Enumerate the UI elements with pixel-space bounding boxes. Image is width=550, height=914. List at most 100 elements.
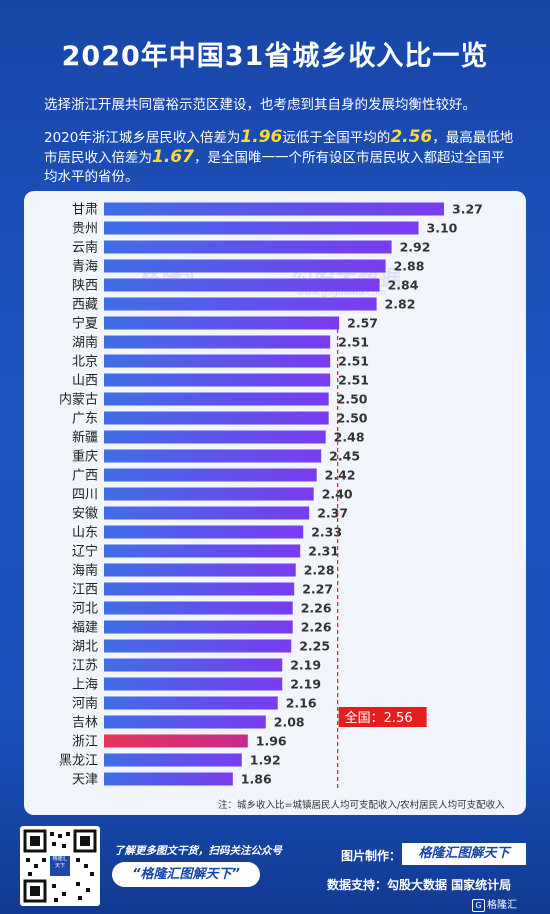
value-label: 1.96 xyxy=(256,734,287,749)
bar xyxy=(104,297,377,311)
category-label: 河南 xyxy=(72,696,98,712)
qr-pattern-icon xyxy=(23,829,97,903)
value-label: 2.84 xyxy=(388,278,419,293)
category-label: 江西 xyxy=(72,583,98,598)
category-label: 重庆 xyxy=(72,449,98,465)
zhejiang-ratio-highlight: 1.96 xyxy=(240,127,283,147)
category-label: 天津 xyxy=(72,773,98,788)
value-label: 1.86 xyxy=(241,772,272,787)
intro-text-d: ，是全国唯一一个所有设区市居民收入都超过全国平均水平的省份。 xyxy=(44,150,505,185)
maker-badge: 格隆汇图解天下 xyxy=(402,843,526,865)
category-label: 广东 xyxy=(72,412,98,427)
value-label: 3.27 xyxy=(452,202,483,217)
value-label: 2.27 xyxy=(302,582,333,597)
bar xyxy=(104,544,301,558)
value-label: 2.82 xyxy=(385,297,416,312)
chart-footnote: 注：城乡收入比=城镇居民人均可支配收入/农村居民人均可支配收入 xyxy=(218,800,505,811)
follow-text: 了解更多图文干货，扫码关注公众号 xyxy=(114,845,282,857)
category-label: 湖南 xyxy=(72,335,98,351)
bar xyxy=(104,430,326,444)
qr-code[interactable]: 格隆汇 天下 xyxy=(20,826,100,906)
intro-text-a: 2020年浙江城乡居民收入倍差为 xyxy=(44,130,241,146)
chart-panel xyxy=(24,191,526,815)
bar xyxy=(104,373,331,387)
bar xyxy=(104,525,304,539)
category-label: 浙江 xyxy=(72,735,98,750)
city-gap-highlight: 1.67 xyxy=(152,147,194,167)
data-source: 数据支持：勾股大数据 国家统计局 xyxy=(327,878,512,892)
category-label: 西藏 xyxy=(72,298,98,313)
value-label: 2.50 xyxy=(337,411,368,426)
bar xyxy=(104,468,317,482)
value-label: 2.16 xyxy=(286,696,317,711)
intro-line: 选择浙江开展共同富裕示范区建设，也考虑到其自身的发展均衡性较好。 xyxy=(44,97,476,113)
category-label: 黑龙江 xyxy=(59,754,98,769)
category-label: 宁夏 xyxy=(72,316,98,332)
intro-text-b: 远低于全国平均的 xyxy=(282,130,391,146)
bar xyxy=(104,392,329,406)
bar xyxy=(104,335,331,349)
category-label: 福建 xyxy=(72,621,98,636)
bar xyxy=(104,259,386,273)
category-label: 北京 xyxy=(72,355,98,370)
category-label: 山东 xyxy=(72,526,98,541)
value-label: 2.08 xyxy=(274,715,305,730)
bar xyxy=(104,677,283,691)
bar xyxy=(104,696,278,710)
value-label: 2.31 xyxy=(308,544,339,559)
category-label: 内蒙古 xyxy=(59,392,98,408)
category-label: 贵州 xyxy=(72,222,98,237)
page-title: 2020年中国31省城乡收入比一览 xyxy=(61,41,489,72)
brand-name: 格隆汇 xyxy=(487,900,517,911)
reference-label-box xyxy=(338,707,427,727)
value-label: 2.26 xyxy=(301,620,332,635)
bar xyxy=(104,316,340,330)
bar xyxy=(104,658,283,672)
bar xyxy=(104,487,314,501)
value-label: 1.92 xyxy=(250,753,281,768)
value-label: 2.26 xyxy=(301,601,332,616)
value-label: 2.51 xyxy=(338,373,369,388)
category-label: 四川 xyxy=(72,488,98,503)
category-label: 江苏 xyxy=(72,658,98,674)
value-label: 2.50 xyxy=(337,392,368,407)
slogan-badge: “格隆汇图解天下” xyxy=(112,862,260,887)
value-label: 2.28 xyxy=(304,563,335,578)
watermark-url: www.gogudata.com xyxy=(297,288,387,298)
category-label: 湖北 xyxy=(72,640,98,655)
category-label: 山西 xyxy=(72,374,98,389)
value-label: 2.48 xyxy=(334,430,365,445)
qr-center-logo: 格隆汇 天下 xyxy=(50,856,70,876)
bar xyxy=(104,449,322,463)
value-label: 2.57 xyxy=(347,316,378,331)
category-label: 新疆 xyxy=(72,430,98,446)
bar xyxy=(104,639,292,653)
bar xyxy=(104,582,295,596)
bar xyxy=(104,772,233,786)
value-label: 2.37 xyxy=(317,506,348,521)
bar xyxy=(104,620,293,634)
bar xyxy=(104,506,310,520)
value-label: 2.19 xyxy=(290,658,321,673)
bar xyxy=(104,240,392,254)
category-label: 上海 xyxy=(72,678,98,693)
bar xyxy=(104,221,419,235)
bar xyxy=(104,202,444,216)
intro-paragraph: 2020年浙江城乡居民收入倍差为1.96远低于全国平均的2.56，最高最低地市居… xyxy=(44,128,514,187)
intro-text-c: ，最高最低地市居民收入倍差为 xyxy=(44,130,514,166)
reference-label: 全国：2.56 xyxy=(345,710,413,726)
category-label: 海南 xyxy=(72,563,98,579)
bar xyxy=(104,601,293,615)
category-label: 吉林 xyxy=(72,716,98,731)
category-label: 云南 xyxy=(72,240,98,256)
value-label: 2.45 xyxy=(329,449,360,464)
value-label: 3.10 xyxy=(427,221,458,236)
bar xyxy=(104,278,380,292)
brand-logo-icon: G xyxy=(472,898,485,912)
value-label: 2.51 xyxy=(338,335,369,350)
value-label: 2.92 xyxy=(400,240,431,255)
category-label: 河北 xyxy=(72,602,98,617)
category-label: 安徽 xyxy=(72,507,98,522)
category-label: 辽宁 xyxy=(72,544,98,560)
